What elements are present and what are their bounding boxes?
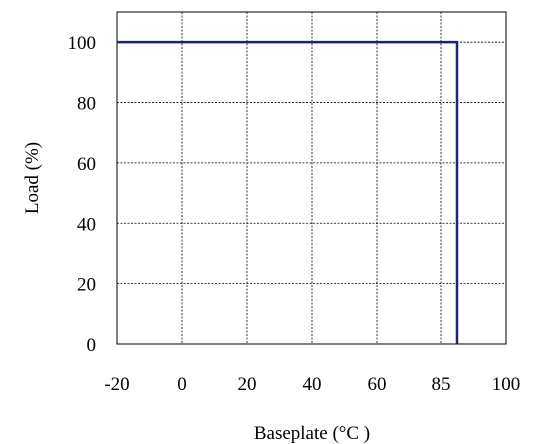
x-tick-labels: -20 0 20 40 60 85 100: [104, 374, 520, 395]
x-tick-label: 20: [238, 374, 257, 395]
plot-frame: [116, 11, 507, 345]
x-axis-title: Baseplate (°C ): [254, 423, 370, 444]
x-tick-label: 100: [492, 374, 521, 395]
x-tick-label: 60: [368, 374, 387, 395]
y-tick-label: 80: [77, 94, 96, 115]
x-tick-label: 40: [303, 374, 322, 395]
series-layer: [117, 40, 459, 344]
y-tick-label: 60: [77, 154, 96, 175]
y-tick-labels: 0 20 40 60 80 100: [68, 33, 97, 356]
grid-lines: [117, 12, 506, 344]
x-tick-label: 85: [432, 374, 451, 395]
x-tick-label: 0: [177, 374, 187, 395]
derating-line: [117, 40, 459, 344]
y-tick-label: 0: [87, 335, 97, 356]
y-axis-title: Load (%): [22, 142, 43, 214]
x-tick-label: -20: [104, 374, 129, 395]
y-tick-label: 20: [77, 275, 96, 296]
y-tick-label: 100: [68, 33, 97, 54]
y-tick-label: 40: [77, 214, 96, 235]
